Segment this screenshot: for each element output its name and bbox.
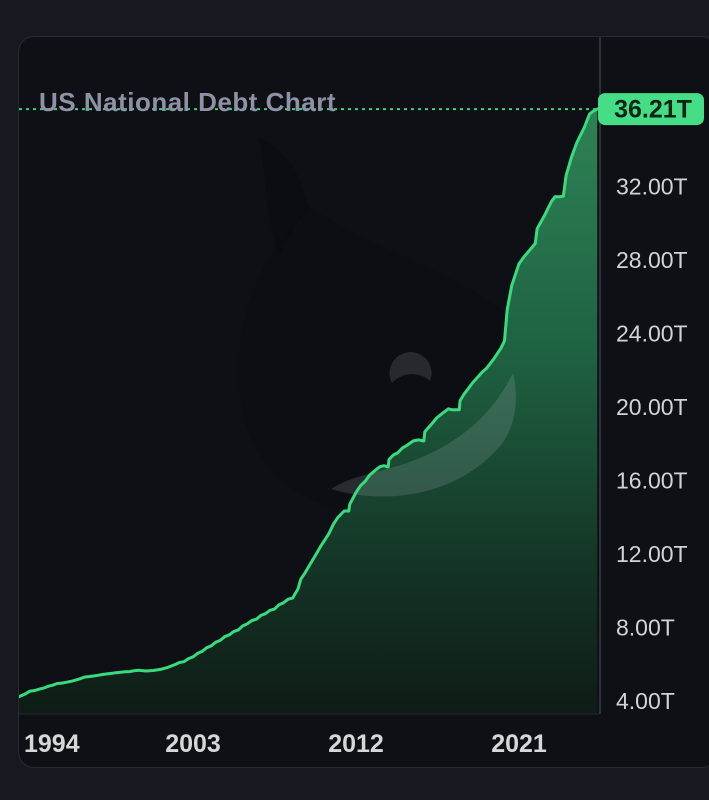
y-axis-label: 4.00T <box>616 688 675 714</box>
whale-belly-icon <box>331 373 516 497</box>
chart-title: US National Debt Chart <box>39 87 337 117</box>
debt-chart[interactable]: 32.00T 28.00T 24.00T 20.00T 16.00T 12.00T 8.00… <box>19 37 709 768</box>
y-axis-label: 32.00T <box>616 174 688 200</box>
y-axis-labels: 32.00T 28.00T 24.00T 20.00T 16.00T 12.00T 8.00… <box>616 174 688 715</box>
whale-eye-icon <box>389 352 432 383</box>
current-value-badge-bg <box>598 93 704 126</box>
x-axis-label: 2003 <box>165 730 221 758</box>
whale-fin-icon <box>259 137 309 257</box>
x-axis-label: 2012 <box>328 730 384 758</box>
x-axis-label: 2021 <box>491 730 547 758</box>
y-axis-label: 8.00T <box>616 615 675 641</box>
x-axis-labels: 1994 2003 2012 2021 <box>24 730 547 758</box>
y-axis-label: 28.00T <box>616 247 688 273</box>
debt-area <box>19 109 598 714</box>
x-axis-label: 1994 <box>24 730 80 758</box>
y-axis-label: 16.00T <box>616 468 688 494</box>
debt-line <box>19 107 599 699</box>
current-value-badge-label: 36.21T <box>614 96 692 124</box>
y-axis-label: 12.00T <box>616 541 688 567</box>
current-value-badge: 36.21T <box>598 93 704 126</box>
chart-panel: US National Debt Chart <box>18 36 709 768</box>
y-axis-label: 20.00T <box>616 394 688 420</box>
y-axis-label: 24.00T <box>616 321 688 347</box>
